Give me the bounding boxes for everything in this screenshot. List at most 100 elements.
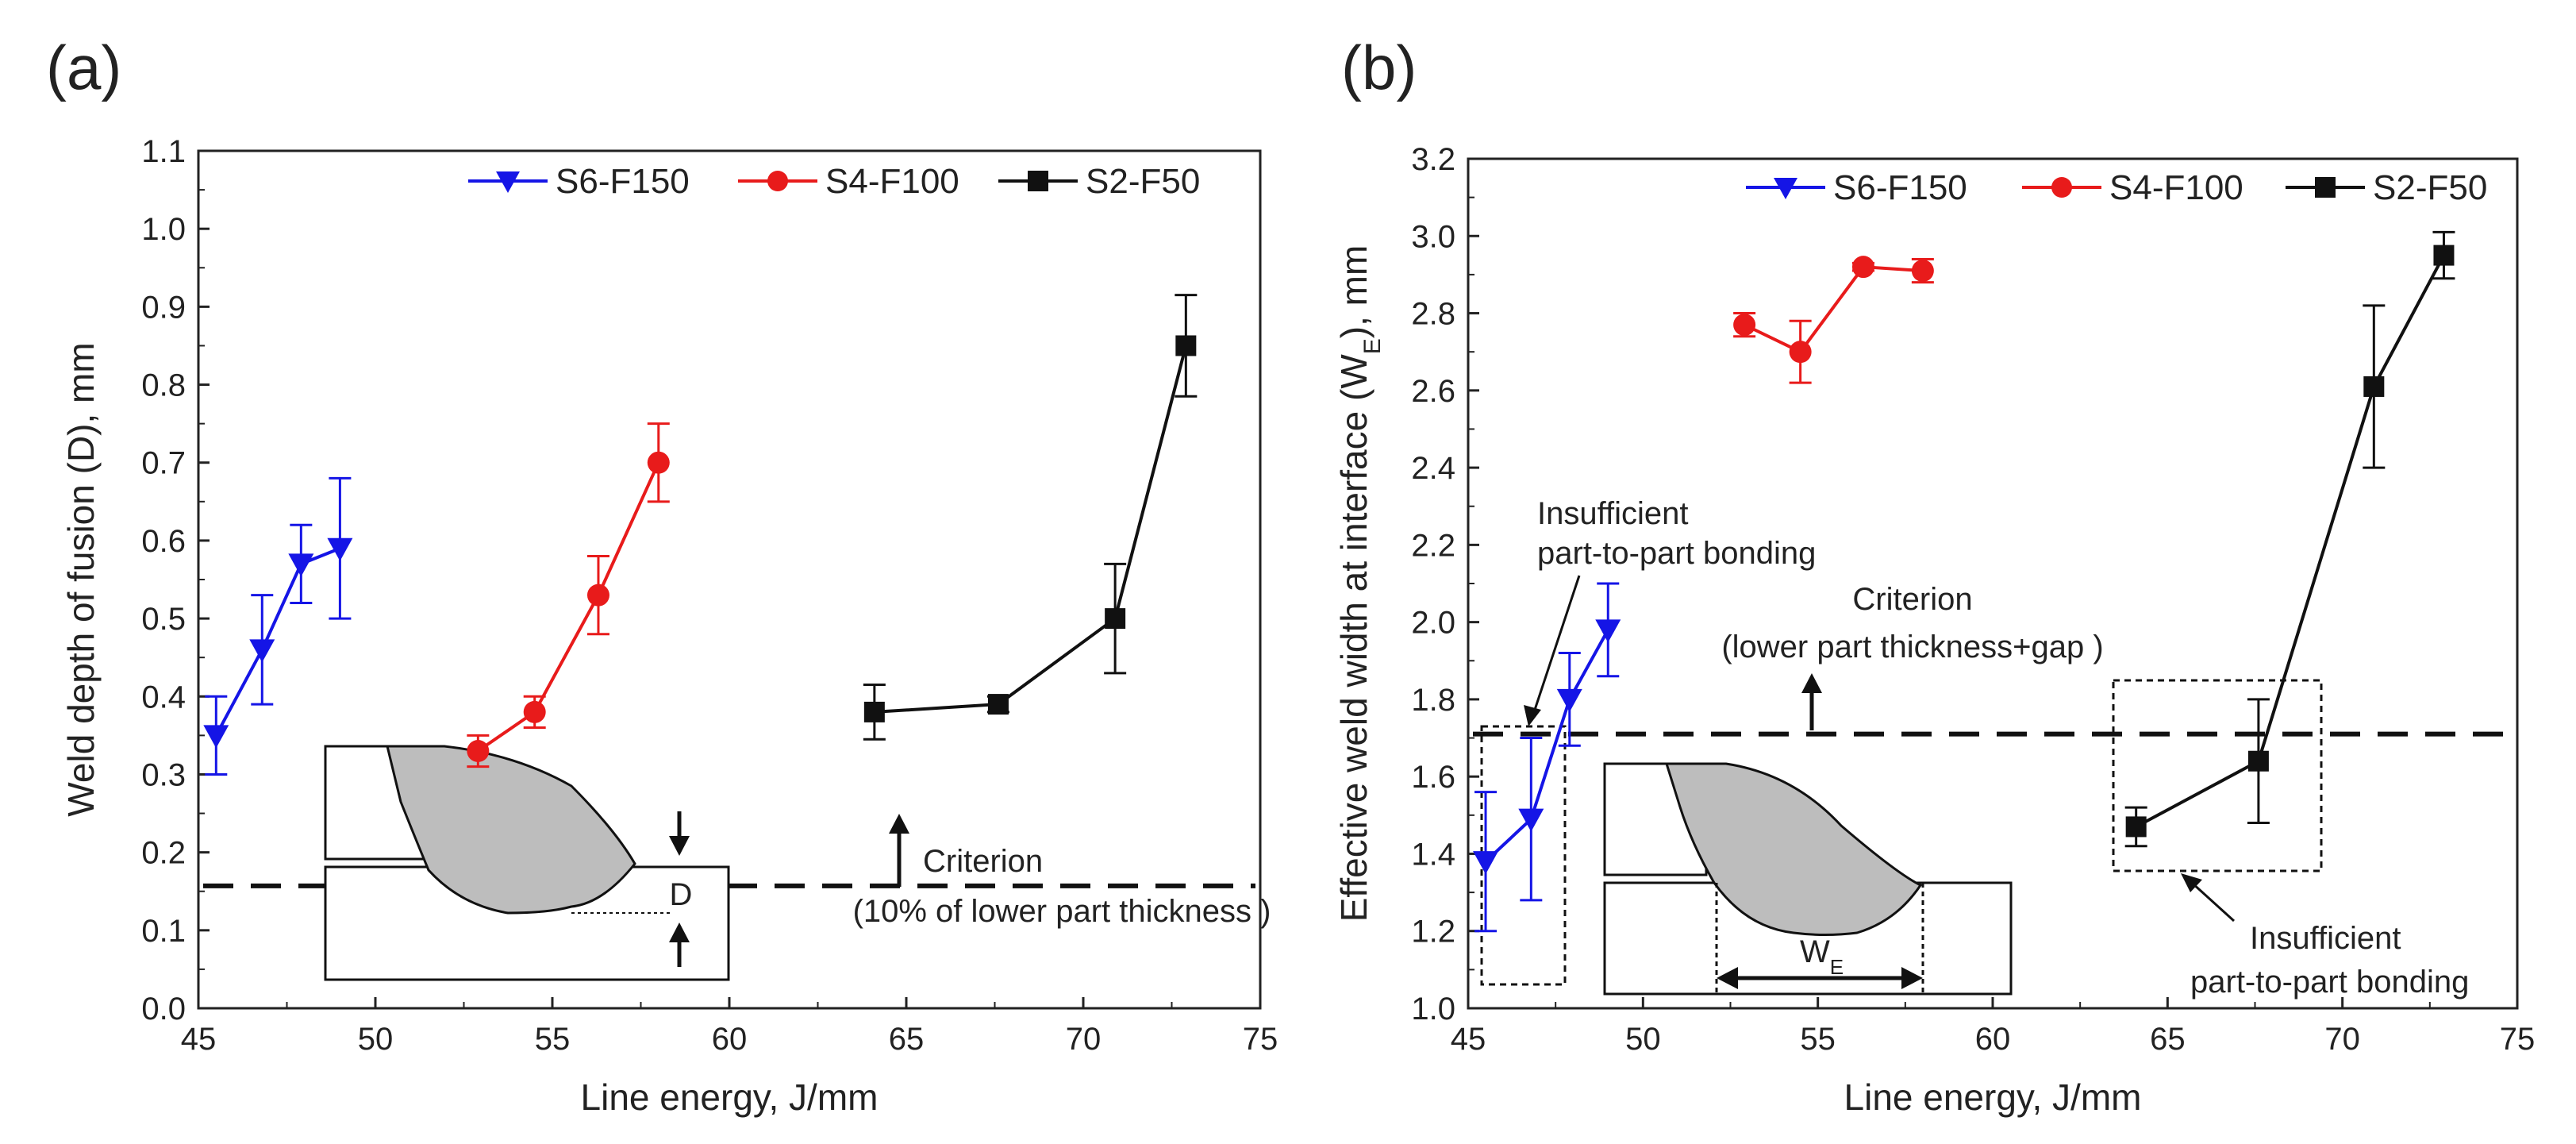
panel-a-x-axis-label: Line energy, J/mm xyxy=(581,1077,879,1118)
panel-b-series xyxy=(1473,230,2455,933)
x-tick-label: 60 xyxy=(1975,1022,2011,1057)
panel-a-criterion-label: Criterion xyxy=(923,844,1043,879)
series-line-S4-F100 xyxy=(477,461,660,753)
panel-b-x-ticks: 45 50 55 60 65 70 75 xyxy=(1451,997,2535,1057)
panel-a-label: (a) xyxy=(46,33,121,102)
panel-a-inset-down-arrow xyxy=(669,836,690,856)
data-point xyxy=(1105,608,1126,630)
y-tick-label: 0.5 xyxy=(141,602,186,637)
series-S6-F150 xyxy=(203,476,353,776)
y-tick-label: 1.4 xyxy=(1411,837,1455,872)
y-tick-label: 2.4 xyxy=(1411,451,1455,486)
data-point xyxy=(1595,619,1621,643)
y-tick-label: 2.6 xyxy=(1411,374,1455,409)
panel-a: (a) 0.0 0.1 0.2 0.3 0.4 0.5 0.6 0.7 0.8 0.9 1.0 1.1… xyxy=(46,33,1278,1118)
y-tick-label: 1.8 xyxy=(1411,683,1455,718)
legend-a-s2-marker xyxy=(1028,171,1048,191)
legend-a-s4-label: S4-F100 xyxy=(825,162,959,201)
x-tick-label: 65 xyxy=(2150,1022,2186,1057)
series-S4-F100 xyxy=(1733,256,1934,384)
data-point xyxy=(987,694,1009,715)
x-tick-label: 70 xyxy=(2324,1022,2360,1057)
panel-b: (b) 1.0 1.2 1.4 1.6 1.8 2.0 2.2 2.4 2.6 2.8 3.0 3.2… xyxy=(1333,33,2535,1118)
series-line-S2-F50 xyxy=(2135,254,2446,829)
legend-b-s2-marker xyxy=(2315,177,2336,198)
y-tick-label: 1.6 xyxy=(1411,760,1455,795)
x-tick-label: 70 xyxy=(1066,1022,1102,1057)
y-tick-label: 0.2 xyxy=(141,836,186,871)
data-point xyxy=(1789,341,1812,364)
panel-b-left-annotation-arrowhead xyxy=(1524,705,1541,726)
panel-b-left-annotation-box xyxy=(1480,725,1567,986)
data-point xyxy=(2247,750,2269,772)
x-tick-label: 75 xyxy=(1243,1022,1278,1057)
data-point xyxy=(2125,816,2147,838)
panel-b-left-annotation-pointer xyxy=(1532,575,1581,715)
panel-a-criterion-note: (10% of lower part thickness ) xyxy=(853,894,1271,929)
panel-b-inset-right-arrowhead xyxy=(1901,967,1923,989)
data-point xyxy=(1556,688,1582,712)
panel-a-series xyxy=(203,294,1198,776)
data-point xyxy=(1733,314,1756,337)
y-tick-label: 0.1 xyxy=(141,914,186,949)
y-tick-label: 1.1 xyxy=(141,134,186,169)
legend-a-s6-label: S6-F150 xyxy=(556,162,690,201)
panel-b-left-annotation-line1: Insufficient xyxy=(1537,496,1689,531)
legend-b-s2-label: S2-F50 xyxy=(2373,168,2487,207)
x-tick-label: 55 xyxy=(1800,1022,1836,1057)
x-tick-label: 50 xyxy=(358,1022,394,1057)
x-tick-label: 60 xyxy=(712,1022,748,1057)
panel-b-plot-frame xyxy=(1467,157,2519,1010)
data-point xyxy=(1175,335,1197,356)
x-tick-label: 55 xyxy=(535,1022,571,1057)
data-point xyxy=(2433,245,2455,266)
panel-a-y-ticks: 0.0 0.1 0.2 0.3 0.4 0.5 0.6 0.7 0.8 0.9 1.0 1.1 xyxy=(141,134,210,1027)
legend-a-s6-marker xyxy=(496,171,520,193)
series-line-S4-F100 xyxy=(1744,265,1923,354)
legend-b-s4-marker xyxy=(2051,177,2072,198)
panel-b-right-annotation-arrowhead xyxy=(2181,873,2202,892)
panel-b-right-annotation-box xyxy=(2112,679,2323,872)
panel-a-y-axis-label: Weld depth of fusion (D), mm xyxy=(60,342,102,816)
panel-a-criterion-arrowhead xyxy=(889,814,909,834)
y-tick-label: 2.0 xyxy=(1411,606,1455,641)
panel-b-criterion-note: (lower part thickness+gap ) xyxy=(1721,630,2103,664)
series-line-S6-F150 xyxy=(214,546,341,737)
legend-b-s4-label: S4-F100 xyxy=(2109,168,2243,207)
series-S2-F50 xyxy=(863,294,1198,741)
x-tick-label: 45 xyxy=(181,1022,217,1057)
y-tick-label: 1.0 xyxy=(1411,992,1455,1027)
data-point xyxy=(1518,808,1544,832)
y-tick-label: 0.0 xyxy=(141,992,186,1027)
data-point xyxy=(203,725,229,749)
y-tick-label: 1.0 xyxy=(141,212,186,247)
panel-b-left-annotation-line2: part-to-part bonding xyxy=(1537,536,1816,571)
panel-a-inset-d-label: D xyxy=(670,877,693,912)
panel-a-legend: S6-F150 S4-F100 S2-F50 xyxy=(468,162,1200,201)
panel-b-right-annotation-line2: part-to-part bonding xyxy=(2190,965,2469,1000)
series-line-S6-F150 xyxy=(1484,629,1610,863)
y-tick-label: 0.7 xyxy=(141,446,186,481)
data-point xyxy=(586,584,609,607)
x-tick-label: 50 xyxy=(1625,1022,1661,1057)
legend-a-s2-label: S2-F50 xyxy=(1086,162,1200,201)
y-tick-label: 0.9 xyxy=(141,290,186,325)
data-point xyxy=(288,553,314,577)
panel-b-inset-we-label: WE xyxy=(1800,934,1844,979)
y-tick-label: 1.2 xyxy=(1411,915,1455,949)
panel-b-legend: S6-F150 S4-F100 S2-F50 xyxy=(1746,168,2487,207)
panel-b-label: (b) xyxy=(1341,33,1417,102)
data-point xyxy=(467,740,490,762)
panel-b-right-annotation-pointer xyxy=(2190,881,2236,923)
legend-a-s4-marker xyxy=(767,171,788,191)
panel-b-criterion-arrowhead xyxy=(1801,673,1822,693)
panel-a-weld-inset: D xyxy=(324,745,730,981)
data-point xyxy=(863,701,885,722)
panel-b-right-annotation-line1: Insufficient xyxy=(2250,921,2401,956)
y-tick-label: 2.8 xyxy=(1411,297,1455,332)
y-tick-label: 0.3 xyxy=(141,757,186,792)
data-point xyxy=(2363,376,2385,397)
panel-b-inset-left-arrowhead xyxy=(1717,967,1738,989)
series-S4-F100 xyxy=(467,422,670,768)
